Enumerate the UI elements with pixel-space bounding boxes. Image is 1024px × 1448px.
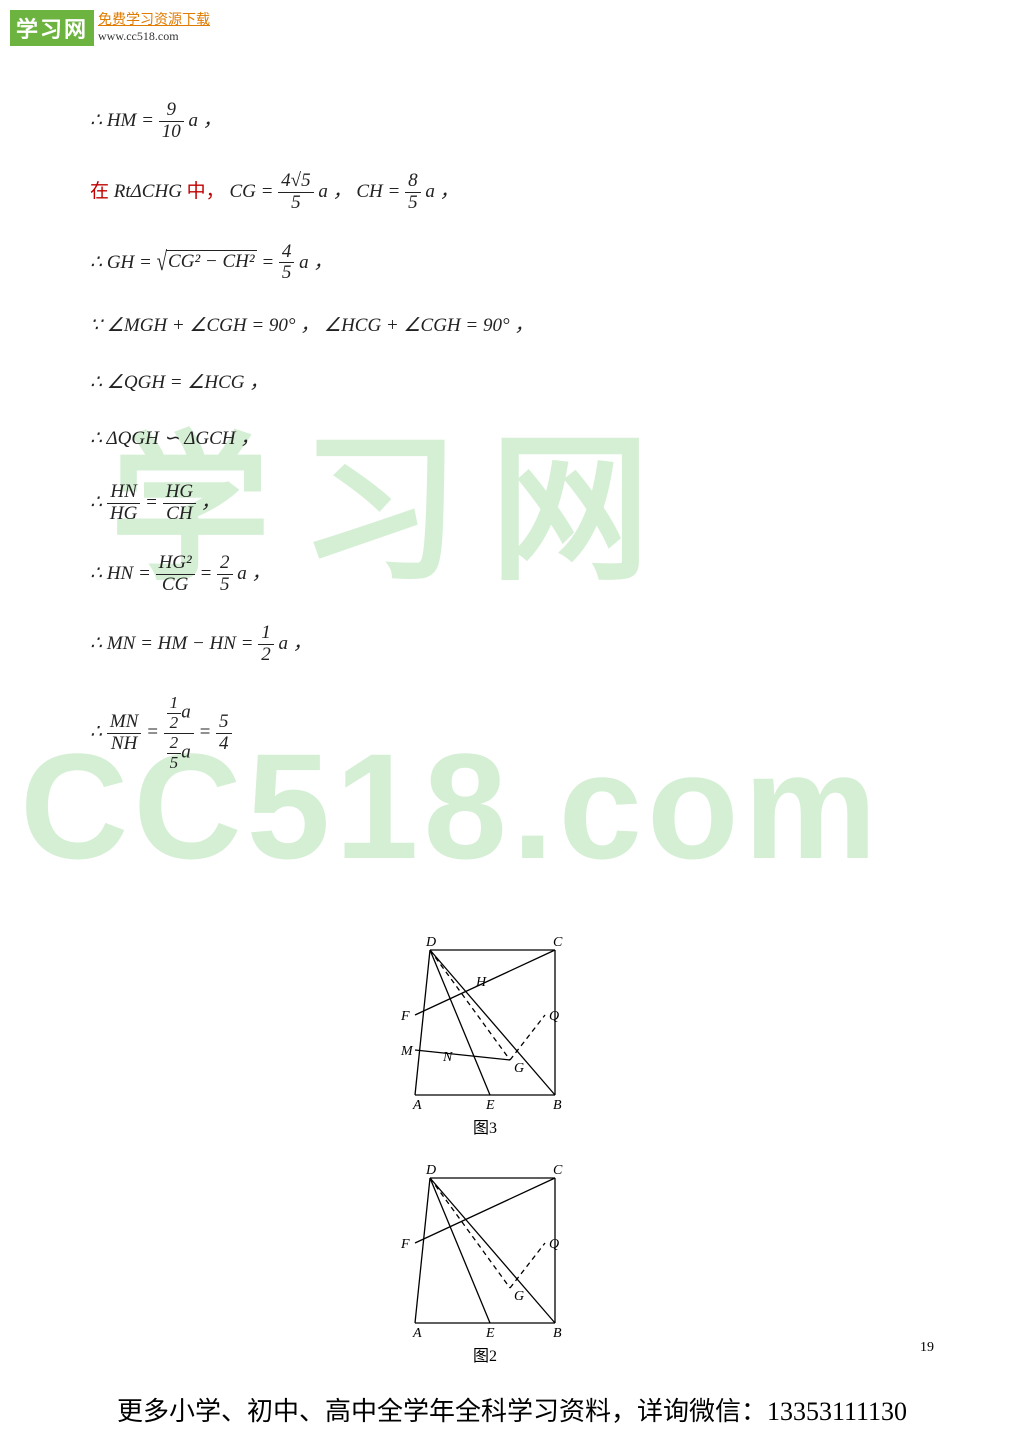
math-content: ∴ HM = 910 a ， 在 RtΔCHG 中， CG = 4√55 a ，… [90,100,850,800]
logo-url: www.cc518.com [98,29,179,43]
svg-text:D: D [425,935,436,950]
figure-2: A B C D E F G Q 图2 [400,1163,570,1366]
svg-text:B: B [553,1326,562,1338]
svg-text:D: D [425,1163,436,1178]
logo-text: 免费学习资源下载 www.cc518.com [98,12,210,44]
fig2-label: 图2 [400,1342,570,1366]
line-8: ∴ HN = HG²CG = 25 a ， [90,553,850,596]
svg-text:N: N [442,1050,453,1065]
line-3: ∴ GH = √CG² − CH² = 45 a ， [90,242,850,285]
svg-text:B: B [553,1098,562,1110]
page-number: 19 [920,1340,934,1356]
svg-text:F: F [400,1009,410,1024]
footer-text: 更多小学、初中、高中全学年全科学习资料，详询微信：13353111130 [0,1391,1024,1428]
svg-text:A: A [412,1326,422,1338]
svg-text:E: E [485,1098,495,1110]
svg-text:C: C [553,1163,563,1178]
line-2: 在 RtΔCHG 中， CG = 4√55 a ， CH = 85 a ， [90,171,850,214]
svg-text:E: E [485,1326,495,1338]
line-1: ∴ HM = 910 a ， [90,100,850,143]
logo-tagline: 免费学习资源下载 [98,13,210,28]
svg-text:G: G [514,1061,524,1076]
line-4: ∵ ∠MGH + ∠CGH = 90° ， ∠HCG + ∠CGH = 90° … [90,312,850,341]
svg-text:Q: Q [549,1009,559,1024]
line-7: ∴ HNHG = HGCH ， [90,482,850,525]
svg-text:A: A [412,1098,422,1110]
figures: A B C D E F G Q H M N 图3 A B C D E F G Q 图2 [400,935,570,1366]
svg-text:G: G [514,1289,524,1304]
logo-badge: 学习网 [10,10,94,46]
svg-text:H: H [475,975,487,990]
svg-text:F: F [400,1237,410,1252]
site-logo: 学习网 免费学习资源下载 www.cc518.com [10,10,210,46]
svg-text:C: C [553,935,563,950]
figure-3: A B C D E F G Q H M N 图3 [400,935,570,1138]
line-10: ∴ MNNH = 12a 25a = 54 [90,694,850,772]
line-9: ∴ MN = HM − HN = 12 a ， [90,623,850,666]
fig3-label: 图3 [400,1114,570,1138]
svg-text:Q: Q [549,1237,559,1252]
line-5: ∴ ∠QGH = ∠HCG ， [90,369,850,398]
svg-text:M: M [400,1044,414,1059]
line-6: ∴ ΔQGH ∽ ΔGCH ， [90,425,850,454]
